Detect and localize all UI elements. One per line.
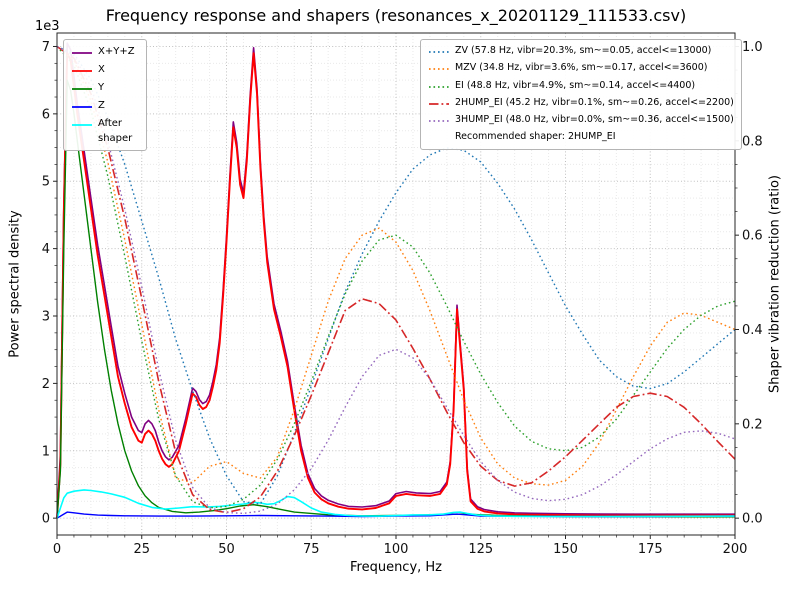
legend-sample-2hump-ei: [428, 99, 450, 113]
legend-item: Y: [71, 80, 139, 98]
legend-line-sample: [72, 52, 92, 54]
legend-sample-x-y-z: [71, 47, 93, 62]
legend-line-sample: [72, 124, 92, 126]
y-left-tick-label: 7: [42, 40, 50, 55]
x-tick-label: 75: [303, 542, 320, 557]
legend-item-label: Z: [98, 100, 105, 111]
legend-line-sample: [72, 106, 92, 108]
legend-sample-y: [71, 83, 93, 98]
legend-psd: X+Y+Z X Y Z After shaper: [63, 39, 147, 151]
y-right-tick-label: 0.4: [742, 323, 763, 338]
y-axis-left-label: Power spectral density: [7, 210, 23, 358]
y-left-tick-label: 4: [42, 242, 50, 257]
legend-item: EI (48.8 Hz, vibr=4.9%, sm~=0.14, accel<…: [428, 79, 734, 96]
legend-item-label: 3HUMP_EI (48.0 Hz, vibr=0.0%, sm~=0.36, …: [455, 114, 734, 125]
legend-item: After shaper: [71, 116, 139, 146]
x-tick-label: 150: [553, 542, 578, 557]
legend-sample-ei: [428, 82, 450, 96]
legend-line-sample: [429, 85, 449, 88]
legend-item: 3HUMP_EI (48.0 Hz, vibr=0.0%, sm~=0.36, …: [428, 113, 734, 130]
x-tick-label: 100: [384, 542, 409, 557]
y-left-tick-label: 2: [42, 377, 50, 392]
series-after-shaper: [56, 489, 736, 519]
series-z: [56, 511, 736, 519]
legend-line-sample: [72, 70, 92, 72]
legend-item: X: [71, 62, 139, 80]
legend-sample-x: [71, 65, 93, 80]
legend-item-label: 2HUMP_EI (45.2 Hz, vibr=0.1%, sm~=0.26, …: [455, 96, 734, 108]
legend-line-sample: [429, 51, 449, 53]
legend-item-label: X+Y+Z: [98, 46, 135, 57]
y-left-tick-label: 5: [42, 175, 50, 190]
chart-title: Frequency response and shapers (resonanc…: [105, 6, 687, 25]
legend-line-sample: [429, 120, 449, 122]
series-x: [56, 52, 735, 519]
y-right-tick-label: 0.0: [742, 512, 763, 527]
y-right-tick-label: 0.8: [742, 134, 763, 149]
legend-item: Z: [71, 98, 139, 116]
x-tick-label: 125: [468, 542, 493, 557]
legend-sample-mzv: [428, 64, 450, 78]
series-2hump-ei: [56, 45, 736, 514]
legend-note: Recommended shaper: 2HUMP_EI: [455, 131, 616, 143]
legend-item: X+Y+Z: [71, 44, 139, 62]
x-tick-label: 175: [638, 542, 663, 557]
legend-line-sample: [429, 68, 449, 71]
x-tick-label: 200: [723, 542, 748, 557]
x-axis-label: Frequency, Hz: [349, 560, 443, 575]
y-left-tick-label: 0: [42, 512, 50, 527]
y-right-tick-label: 0.6: [742, 229, 763, 244]
legend-item-label: ZV (57.8 Hz, vibr=20.3%, sm~=0.05, accel…: [455, 45, 712, 56]
y-left-tick-label: 1: [42, 444, 50, 459]
legend-item: MZV (34.8 Hz, vibr=3.6%, sm~=0.17, accel…: [428, 61, 734, 78]
y-right-tick-label: 0.2: [742, 417, 763, 432]
legend-item: 2HUMP_EI (45.2 Hz, vibr=0.1%, sm~=0.26, …: [428, 96, 734, 113]
legend-sample-after: [71, 119, 93, 134]
legend-shapers: ZV (57.8 Hz, vibr=20.3%, sm~=0.05, accel…: [420, 39, 742, 150]
x-tick-label: 0: [53, 542, 61, 557]
y-axis-right-label: Shaper vibration reduction (ratio): [767, 175, 783, 393]
x-tick-label: 50: [218, 542, 235, 557]
series-ei: [56, 46, 736, 509]
y-axis-offset-text: 1e3: [35, 19, 60, 34]
legend-item-label: MZV (34.8 Hz, vibr=3.6%, sm~=0.17, accel…: [455, 62, 708, 74]
legend-line-sample: [429, 102, 449, 105]
y-right-tick-label: 1.0: [742, 40, 763, 55]
legend-item-label: After shaper: [98, 118, 133, 144]
legend-sample-3hump-ei: [428, 116, 450, 130]
legend-line-sample: [72, 88, 92, 90]
legend-item-label: X: [98, 64, 105, 75]
y-left-tick-label: 3: [42, 310, 50, 325]
legend-item-label: EI (48.8 Hz, vibr=4.9%, sm~=0.14, accel<…: [455, 79, 696, 91]
y-left-tick-label: 6: [42, 107, 50, 122]
legend-item: ZV (57.8 Hz, vibr=20.3%, sm~=0.05, accel…: [428, 44, 734, 61]
axes-ticks: 0 25 50 75 100 125 150 175 200 0 1 2 3 4 5 6 7 0.0 0.2 0.4 0…: [42, 32, 763, 557]
legend-sample-zv: [428, 47, 450, 61]
x-tick-label: 25: [133, 542, 150, 557]
legend-item-label: Y: [98, 82, 105, 93]
legend-sample-z: [71, 101, 93, 116]
